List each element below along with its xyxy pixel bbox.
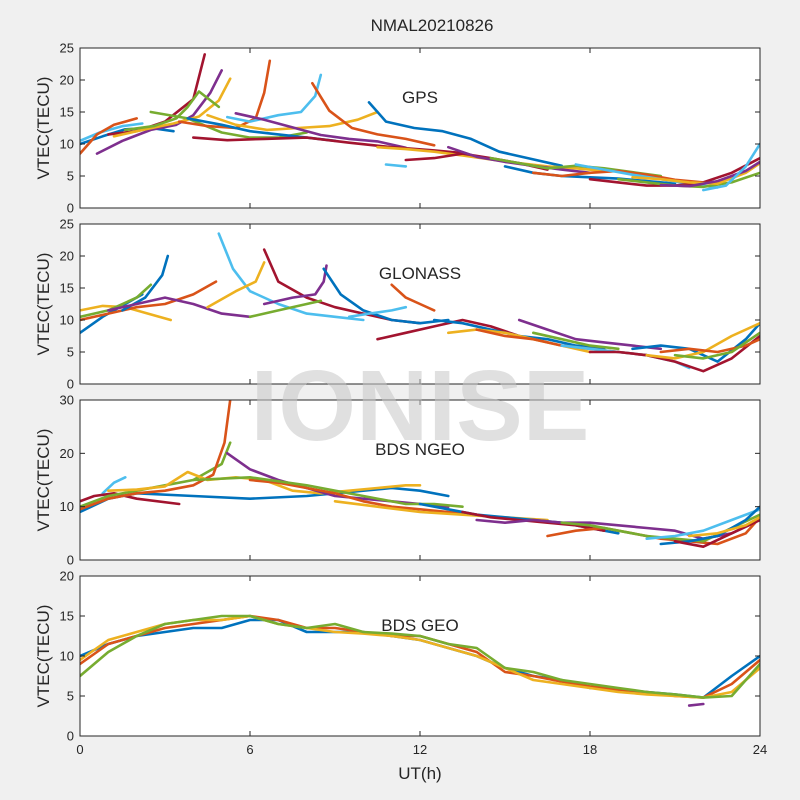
- series-line-3: [95, 69, 223, 155]
- y-tick-label: 5: [67, 169, 74, 184]
- series-line-28: [701, 142, 760, 192]
- y-tick-label: 20: [60, 249, 74, 264]
- series-line-4: [687, 702, 705, 707]
- series-line-11: [461, 510, 606, 533]
- y-axis-label: VTEC(TECU): [34, 253, 53, 356]
- y-tick-label: 0: [67, 729, 74, 744]
- series-line-7: [248, 478, 479, 517]
- series-line-14: [376, 318, 521, 341]
- y-tick-label: 10: [60, 649, 74, 664]
- x-tick-label: 24: [753, 742, 767, 757]
- series-line-8: [177, 59, 272, 130]
- series-line-27: [659, 160, 760, 188]
- panel-label: GLONASS: [379, 264, 461, 283]
- y-tick-label: 15: [60, 281, 74, 296]
- series-line-14: [310, 81, 436, 147]
- series-group: [80, 614, 760, 707]
- series-line-13: [546, 515, 760, 546]
- panel-3: 0 5 10 15 20 0 6 12 18 24 BDS GEO VTEC(TECU): [34, 569, 767, 758]
- series-line-6: [124, 90, 221, 132]
- plot-area: [80, 576, 760, 736]
- y-tick-label: 20: [60, 569, 74, 584]
- series-line-4: [80, 400, 232, 511]
- figure-title: NMAL20210826: [371, 16, 494, 35]
- x-tick-label: 6: [246, 742, 253, 757]
- series-group: [80, 53, 760, 192]
- y-tick-label: 25: [60, 41, 74, 56]
- panels: 0 5 10 15 20 25 GPS VTEC(TECU) 0 5 10 15 20 25 GLONASS…: [34, 41, 767, 758]
- series-line-11: [322, 267, 450, 325]
- x-tick-label: 18: [583, 742, 597, 757]
- x-tick-label: 12: [413, 742, 427, 757]
- series-line-2: [80, 117, 138, 155]
- y-tick-label: 20: [60, 73, 74, 88]
- series-line-9: [226, 73, 323, 123]
- series-line-15: [645, 507, 760, 541]
- y-tick-label: 30: [60, 393, 74, 408]
- y-tick-label: 10: [60, 313, 74, 328]
- y-axis-label: VTEC(TECU): [34, 605, 53, 708]
- series-line-16: [384, 163, 408, 168]
- y-axis-label: VTEC(TECU): [34, 429, 53, 532]
- y-tick-label: 15: [60, 609, 74, 624]
- y-tick-label: 15: [60, 105, 74, 120]
- series-line-23: [645, 321, 760, 360]
- series-line-3: [80, 614, 760, 699]
- series-line-3: [80, 283, 153, 319]
- series-line-19: [531, 331, 620, 351]
- panel-1: 0 5 10 15 20 25 GLONASS VTEC(TECU): [34, 217, 761, 392]
- series-line-24: [659, 337, 760, 354]
- y-axis-label: VTEC(TECU): [34, 77, 53, 180]
- series-line-9: [248, 299, 323, 319]
- series-line-21: [588, 334, 760, 373]
- series-line-1: [80, 491, 181, 506]
- panel-label: BDS GEO: [381, 616, 458, 635]
- series-line-6: [217, 232, 365, 322]
- y-tick-label: 5: [67, 689, 74, 704]
- panel-2: 0 10 20 30 BDS NGEO VTEC(TECU): [34, 393, 761, 568]
- series-group: [80, 232, 760, 373]
- panel-label: BDS NGEO: [375, 440, 465, 459]
- x-tick-label: 0: [76, 742, 83, 757]
- y-tick-label: 0: [67, 201, 74, 216]
- series-line-12: [234, 112, 408, 150]
- y-tick-label: 10: [60, 499, 74, 514]
- series-line-1: [80, 122, 144, 143]
- x-axis-label: UT(h): [398, 764, 441, 783]
- y-tick-label: 0: [67, 377, 74, 392]
- y-tick-label: 0: [67, 553, 74, 568]
- y-tick-label: 25: [60, 217, 74, 232]
- series-line-13: [390, 283, 436, 312]
- series-line-8: [192, 475, 464, 509]
- series-line-5: [107, 296, 252, 319]
- panel-label: GPS: [402, 88, 438, 107]
- series-line-7: [149, 110, 309, 139]
- series-line-5: [112, 77, 232, 138]
- series-line-10: [262, 264, 328, 306]
- series-line-15: [367, 101, 564, 168]
- series-line-2: [80, 280, 218, 322]
- series-line-7: [206, 261, 266, 309]
- y-tick-label: 10: [60, 137, 74, 152]
- series-group: [80, 400, 760, 549]
- y-tick-label: 5: [67, 345, 74, 360]
- series-line-0: [101, 475, 127, 495]
- series-line-18: [687, 515, 760, 538]
- panel-0: 0 5 10 15 20 25 GPS VTEC(TECU): [34, 41, 761, 216]
- series-line-18: [517, 318, 663, 351]
- watermark: IONISE: [251, 350, 590, 462]
- series-line-25: [673, 331, 760, 360]
- series-line-12: [347, 305, 408, 319]
- y-tick-label: 20: [60, 446, 74, 461]
- series-line-17: [673, 518, 760, 549]
- series-line-22: [631, 321, 760, 363]
